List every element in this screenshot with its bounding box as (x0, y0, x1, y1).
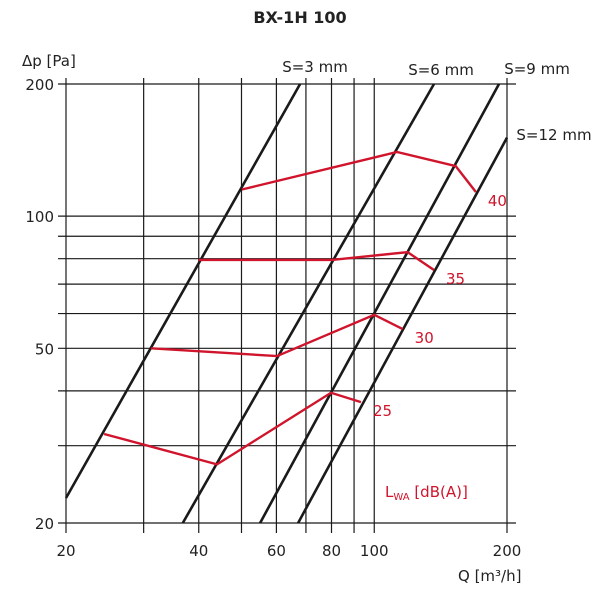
chart-title: BX-1H 100 (253, 8, 346, 27)
damper-line-3mm (64, 83, 302, 499)
noise-line-label: 30 (415, 329, 434, 347)
y-tick-label: 200 (25, 76, 54, 94)
noise-line-label: 35 (446, 270, 465, 288)
noise-legend-label: LWA [dB(A)] (385, 483, 468, 503)
y-axis-label: Δp [Pa] (22, 52, 76, 70)
x-tick-label: 20 (56, 542, 75, 560)
noise-line-label: 40 (488, 192, 507, 210)
noise-line-30 (151, 313, 404, 358)
x-tick-label: 40 (189, 542, 208, 560)
y-tick-label: 100 (25, 208, 54, 226)
noise-line-40 (241, 150, 477, 193)
x-tick-label: 200 (493, 542, 522, 560)
noise-line-35 (198, 250, 435, 271)
x-tick-label: 100 (360, 542, 389, 560)
damper-line-6mm (181, 83, 436, 524)
noise-line-label: 25 (373, 402, 392, 420)
damper-line-12mm (296, 136, 509, 524)
y-tick-label: 50 (35, 340, 54, 358)
noise-line-25 (103, 391, 362, 466)
y-tick-label: 20 (35, 515, 54, 533)
x-tick-label: 80 (322, 542, 341, 560)
damper-line-label: S=6 mm (408, 61, 474, 79)
x-axis-label: Q [m³/h] (458, 567, 521, 585)
damper-line-9mm (258, 83, 501, 524)
x-tick-label: 60 (267, 542, 286, 560)
damper-line-label: S=12 mm (516, 126, 591, 144)
damper-line-label: S=9 mm (504, 60, 570, 78)
damper-line-label: S=3 mm (282, 58, 348, 76)
